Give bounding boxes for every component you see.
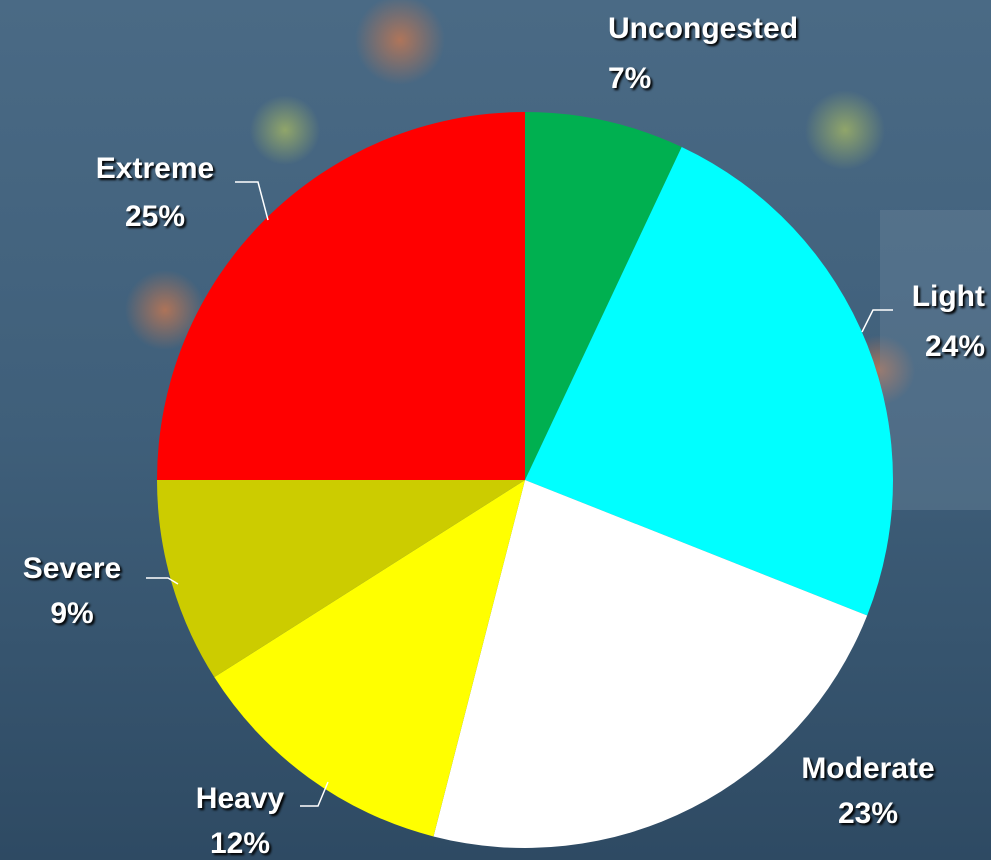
slice-name: Heavy xyxy=(196,782,285,815)
pie-slice xyxy=(433,480,868,848)
slice-name: Uncongested xyxy=(608,12,798,45)
slice-name: Light xyxy=(912,280,985,313)
slice-value: 9% xyxy=(50,597,93,630)
labels: Uncongested 7% Light 24% Moderate 23% Heavy 12%… xyxy=(23,12,985,860)
leader-lines xyxy=(146,181,893,807)
slice-value: 7% xyxy=(608,62,651,95)
pie-slice xyxy=(525,112,682,480)
slice-name: Extreme xyxy=(96,152,214,185)
slice-value: 24% xyxy=(925,330,985,363)
pie-slice xyxy=(157,480,525,678)
pie-slice xyxy=(525,147,893,616)
slice-value: 25% xyxy=(125,200,185,233)
pie-slice xyxy=(157,112,525,480)
slice-value: 12% xyxy=(210,827,270,860)
pie-slice xyxy=(214,480,525,837)
pie xyxy=(157,112,893,848)
slice-value: 23% xyxy=(838,797,898,830)
slice-name: Severe xyxy=(23,552,121,585)
slice-name: Moderate xyxy=(801,752,934,785)
